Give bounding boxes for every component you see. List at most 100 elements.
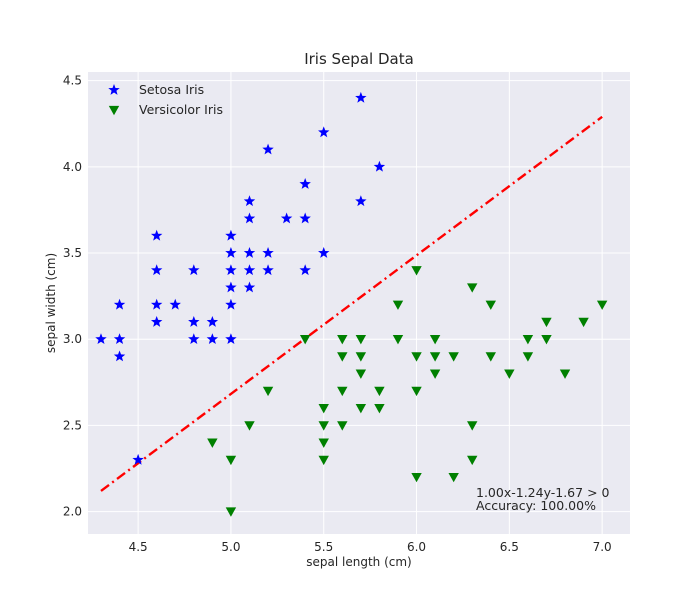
setosa-point bbox=[206, 315, 219, 327]
setosa-point bbox=[150, 315, 163, 327]
legend-marker-versicolor bbox=[108, 105, 120, 116]
versicolor-point bbox=[318, 455, 329, 466]
versicolor-point bbox=[318, 421, 329, 431]
y-tick-label: 3.5 bbox=[63, 246, 82, 260]
setosa-point bbox=[169, 298, 181, 310]
versicolor-point bbox=[411, 472, 422, 483]
setosa-point bbox=[280, 212, 293, 224]
versicolor-point bbox=[355, 403, 367, 414]
plot-area bbox=[88, 72, 630, 534]
setosa-point bbox=[225, 247, 237, 258]
setosa-point bbox=[262, 264, 274, 276]
versicolor-point bbox=[207, 438, 218, 448]
y-tick-label: 2.0 bbox=[63, 505, 82, 519]
versicolor-point bbox=[392, 300, 404, 310]
versicolor-point bbox=[374, 386, 385, 397]
decision-line bbox=[100, 115, 603, 492]
versicolor-point bbox=[467, 421, 478, 431]
versicolor-point bbox=[559, 369, 571, 379]
setosa-point bbox=[225, 298, 237, 310]
setosa-point bbox=[225, 264, 237, 276]
setosa-point bbox=[262, 143, 274, 155]
setosa-point bbox=[113, 350, 126, 362]
annotation-block: 1.00x-1.24y-1.67 > 0 Accuracy: 100.00% bbox=[476, 485, 610, 513]
setosa-point bbox=[243, 212, 256, 224]
versicolor-point bbox=[225, 507, 237, 517]
y-axis-ticks: 2.0 2.5 3.0 3.5 4.0 4.5 bbox=[63, 74, 82, 519]
setosa-point bbox=[188, 333, 200, 345]
x-tick-label: 6.5 bbox=[500, 540, 519, 554]
decision-boundary bbox=[100, 115, 603, 492]
setosa-point bbox=[113, 298, 126, 310]
y-tick-label: 4.0 bbox=[63, 160, 82, 174]
y-tick-label: 2.5 bbox=[63, 418, 82, 432]
versicolor-point bbox=[244, 421, 255, 431]
versicolor-point bbox=[429, 369, 441, 379]
x-tick-label: 5.5 bbox=[314, 540, 333, 554]
setosa-point bbox=[355, 91, 367, 103]
versicolor-point bbox=[225, 455, 237, 466]
annotation-accuracy: Accuracy: 100.00% bbox=[476, 498, 596, 513]
versicolor-point bbox=[299, 335, 311, 345]
setosa-point bbox=[318, 247, 330, 258]
setosa-point bbox=[95, 333, 107, 345]
setosa-point bbox=[355, 195, 367, 207]
versicolor-point bbox=[411, 352, 422, 362]
setosa-point bbox=[150, 298, 163, 310]
versicolor-point bbox=[429, 335, 441, 345]
chart-title: Iris Sepal Data bbox=[304, 50, 414, 68]
x-tick-label: 4.5 bbox=[129, 540, 148, 554]
x-tick-label: 7.0 bbox=[593, 540, 612, 554]
setosa-point bbox=[188, 315, 200, 327]
x-tick-label: 6.0 bbox=[407, 540, 426, 554]
setosa-point bbox=[225, 229, 237, 241]
setosa-point bbox=[150, 264, 163, 276]
versicolor-point bbox=[337, 335, 348, 345]
versicolor-point bbox=[318, 438, 329, 448]
legend: Setosa Iris Versicolor Iris bbox=[108, 82, 223, 117]
versicolor-point bbox=[392, 335, 404, 345]
versicolor-point bbox=[429, 352, 441, 362]
versicolor-point bbox=[467, 283, 478, 293]
versicolor-point bbox=[541, 335, 552, 345]
setosa-point bbox=[299, 264, 311, 276]
setosa-point bbox=[206, 333, 219, 345]
versicolor-point bbox=[448, 472, 459, 483]
y-tick-label: 4.5 bbox=[63, 74, 82, 88]
setosa-point bbox=[243, 195, 256, 207]
setosa-point bbox=[132, 453, 144, 465]
setosa-point bbox=[243, 264, 256, 276]
versicolor-point bbox=[541, 317, 552, 328]
versicolor-point bbox=[448, 352, 459, 362]
legend-label-versicolor: Versicolor Iris bbox=[139, 102, 223, 117]
versicolor-point bbox=[411, 386, 422, 397]
annotation-equation: 1.00x-1.24y-1.67 > 0 bbox=[476, 485, 610, 500]
legend-label-setosa: Setosa Iris bbox=[139, 82, 204, 97]
setosa-point bbox=[318, 126, 330, 138]
versicolor-point bbox=[578, 317, 589, 328]
setosa-point bbox=[299, 212, 311, 224]
setosa-point bbox=[373, 160, 386, 172]
setosa-point bbox=[243, 281, 256, 293]
versicolor-point bbox=[485, 300, 496, 310]
versicolor-point bbox=[485, 352, 496, 362]
versicolor-point bbox=[467, 455, 478, 466]
data-points bbox=[95, 91, 608, 517]
versicolor-point bbox=[355, 369, 367, 379]
versicolor-point bbox=[596, 300, 608, 310]
x-axis-label: sepal length (cm) bbox=[306, 555, 411, 569]
legend-marker-setosa bbox=[108, 84, 120, 95]
versicolor-point bbox=[337, 386, 348, 397]
setosa-point bbox=[262, 247, 274, 258]
versicolor-point bbox=[337, 352, 348, 362]
versicolor-point bbox=[355, 335, 367, 345]
setosa-point bbox=[299, 178, 311, 189]
setosa-point bbox=[225, 281, 237, 293]
versicolor-point bbox=[522, 335, 534, 345]
x-tick-label: 5.0 bbox=[221, 540, 240, 554]
versicolor-point bbox=[337, 421, 348, 431]
versicolor-point bbox=[411, 266, 422, 276]
versicolor-point bbox=[262, 386, 274, 397]
setosa-point bbox=[150, 229, 163, 241]
